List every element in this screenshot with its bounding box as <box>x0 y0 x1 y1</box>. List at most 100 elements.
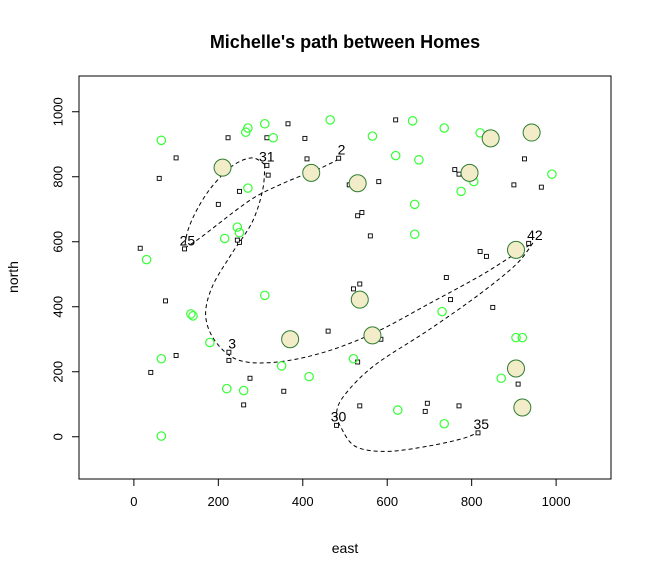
square-point <box>477 249 483 254</box>
home-point <box>460 163 479 182</box>
home-point <box>513 398 532 417</box>
circle-point <box>156 135 167 146</box>
circle-point <box>407 116 418 126</box>
home-point <box>481 129 500 148</box>
point-label: 35 <box>473 416 489 432</box>
circle-markers <box>141 115 557 441</box>
square-point <box>526 240 532 246</box>
square-point <box>281 388 287 394</box>
circle-point <box>219 233 230 244</box>
y-tick-label: 0 <box>50 433 65 440</box>
path-segment <box>335 242 534 452</box>
circle-point <box>188 311 198 321</box>
square-point <box>226 349 232 355</box>
circle-point <box>234 227 245 238</box>
circle-point <box>439 418 450 429</box>
square-point <box>334 422 340 428</box>
square-point <box>456 171 462 177</box>
home-point <box>213 158 232 177</box>
circle-point <box>547 169 557 179</box>
square-point <box>393 117 399 123</box>
circle-point <box>276 361 287 371</box>
y-tick-label: 800 <box>50 166 65 188</box>
square-point <box>443 275 449 280</box>
square-point <box>265 172 271 178</box>
y-axis: 0 200 400 600 800 1000 <box>50 97 80 440</box>
square-point <box>173 353 179 358</box>
circle-point <box>517 332 528 343</box>
square-point <box>234 237 240 243</box>
chart-title: Michelle's path between Homes <box>210 32 480 52</box>
square-point <box>357 403 363 409</box>
point-label: 2 <box>338 141 346 157</box>
home-point <box>507 240 525 259</box>
square-point <box>304 156 310 162</box>
circle-point <box>392 405 403 415</box>
home-point <box>507 359 525 378</box>
circle-point <box>238 385 249 396</box>
square-point <box>336 155 342 161</box>
home-point <box>302 163 321 182</box>
square-point <box>456 403 462 409</box>
x-tick-label: 600 <box>376 494 398 509</box>
x-tick-label: 200 <box>207 494 229 509</box>
circle-point <box>259 118 270 129</box>
square-point <box>515 381 521 387</box>
home-point <box>281 330 300 349</box>
square-point <box>325 328 331 334</box>
circle-point <box>511 332 521 343</box>
circle-point <box>243 183 253 193</box>
square-point <box>163 298 169 304</box>
home-point <box>350 290 369 309</box>
home-markers <box>213 123 541 417</box>
square-point <box>302 135 308 141</box>
circle-point <box>240 127 251 138</box>
square-point <box>241 402 247 408</box>
square-point <box>452 167 458 173</box>
x-tick-label: 400 <box>292 494 314 509</box>
square-point <box>215 201 221 207</box>
circle-point <box>232 222 243 232</box>
point-label: 30 <box>331 408 347 424</box>
square-point <box>225 135 231 141</box>
point-label: 3 <box>228 336 236 352</box>
circle-point <box>414 155 424 165</box>
circle-point <box>348 353 359 364</box>
square-point <box>422 408 428 414</box>
circle-point <box>156 431 167 441</box>
square-point <box>475 430 481 436</box>
square-point <box>264 135 270 141</box>
y-axis-label: north <box>5 261 21 293</box>
x-axis: 0 200 400 600 800 1000 <box>130 478 571 509</box>
point-label: 31 <box>259 149 275 165</box>
circle-point <box>304 371 314 382</box>
point-label: 25 <box>180 232 196 248</box>
square-point <box>247 375 253 381</box>
square-point <box>156 175 162 181</box>
square-point <box>137 245 143 251</box>
square-point <box>490 304 496 310</box>
home-point <box>522 123 541 142</box>
circle-point <box>221 383 232 394</box>
circle-point <box>390 150 401 161</box>
circle-point <box>439 123 450 133</box>
circle-point <box>141 254 152 265</box>
y-tick-label: 200 <box>50 361 65 383</box>
home-point <box>348 174 367 193</box>
x-tick-label: 0 <box>130 494 137 509</box>
square-point <box>173 155 179 161</box>
circle-point <box>496 373 507 384</box>
circle-point <box>456 186 466 197</box>
circle-point <box>367 131 378 141</box>
x-tick-label: 800 <box>461 494 483 509</box>
square-point <box>350 286 356 292</box>
home-point <box>363 326 382 345</box>
point-label: 42 <box>527 227 543 243</box>
square-point <box>448 297 454 303</box>
square-point <box>357 281 363 287</box>
square-point <box>538 184 544 190</box>
path-segment <box>205 164 534 364</box>
square-point <box>424 400 430 406</box>
y-tick-label: 600 <box>50 231 65 253</box>
square-markers <box>137 117 544 436</box>
